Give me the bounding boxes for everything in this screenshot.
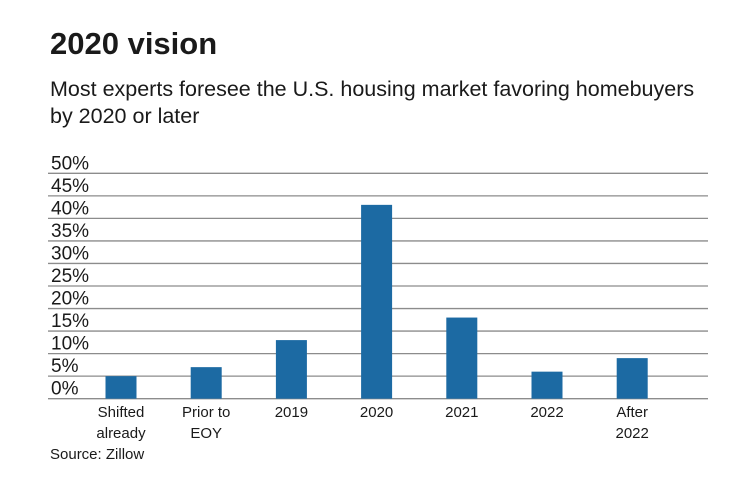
bar [616, 358, 648, 399]
y-tick-label: 20% [51, 289, 89, 310]
y-tick-label: 0% [51, 379, 79, 400]
y-tick-label: 25% [51, 266, 89, 287]
y-tick-label: 30% [51, 243, 89, 264]
y-tick-label: 40% [51, 198, 89, 219]
bar [190, 367, 222, 399]
source-note: Source: Zillow [50, 446, 145, 463]
bar [105, 376, 137, 399]
y-tick-label: 35% [51, 221, 89, 242]
bar [275, 340, 307, 399]
y-tick-label: 45% [51, 176, 89, 197]
chart-title: 2020 vision [50, 26, 218, 61]
x-category-label: 2021 [445, 404, 478, 421]
y-tick-label: 10% [51, 334, 89, 355]
chart-subtitle: Most experts foresee the U.S. housing ma… [50, 77, 695, 128]
x-category-label: 2019 [275, 404, 308, 421]
bar [446, 317, 478, 399]
bar [361, 204, 393, 399]
x-category-label: 2020 [360, 404, 393, 421]
x-category-label: 2022 [616, 425, 649, 442]
x-category-label: Prior to [182, 404, 230, 421]
y-tick-label: 15% [51, 311, 89, 332]
y-tick-label: 50% [51, 153, 89, 174]
x-category-label: EOY [190, 425, 222, 442]
x-category-label: After [616, 404, 648, 421]
bar [531, 371, 563, 399]
y-tick-label: 5% [51, 356, 79, 377]
x-category-label: 2022 [530, 404, 563, 421]
x-category-label: already [96, 425, 146, 442]
x-category-label: Shifted [98, 404, 145, 421]
